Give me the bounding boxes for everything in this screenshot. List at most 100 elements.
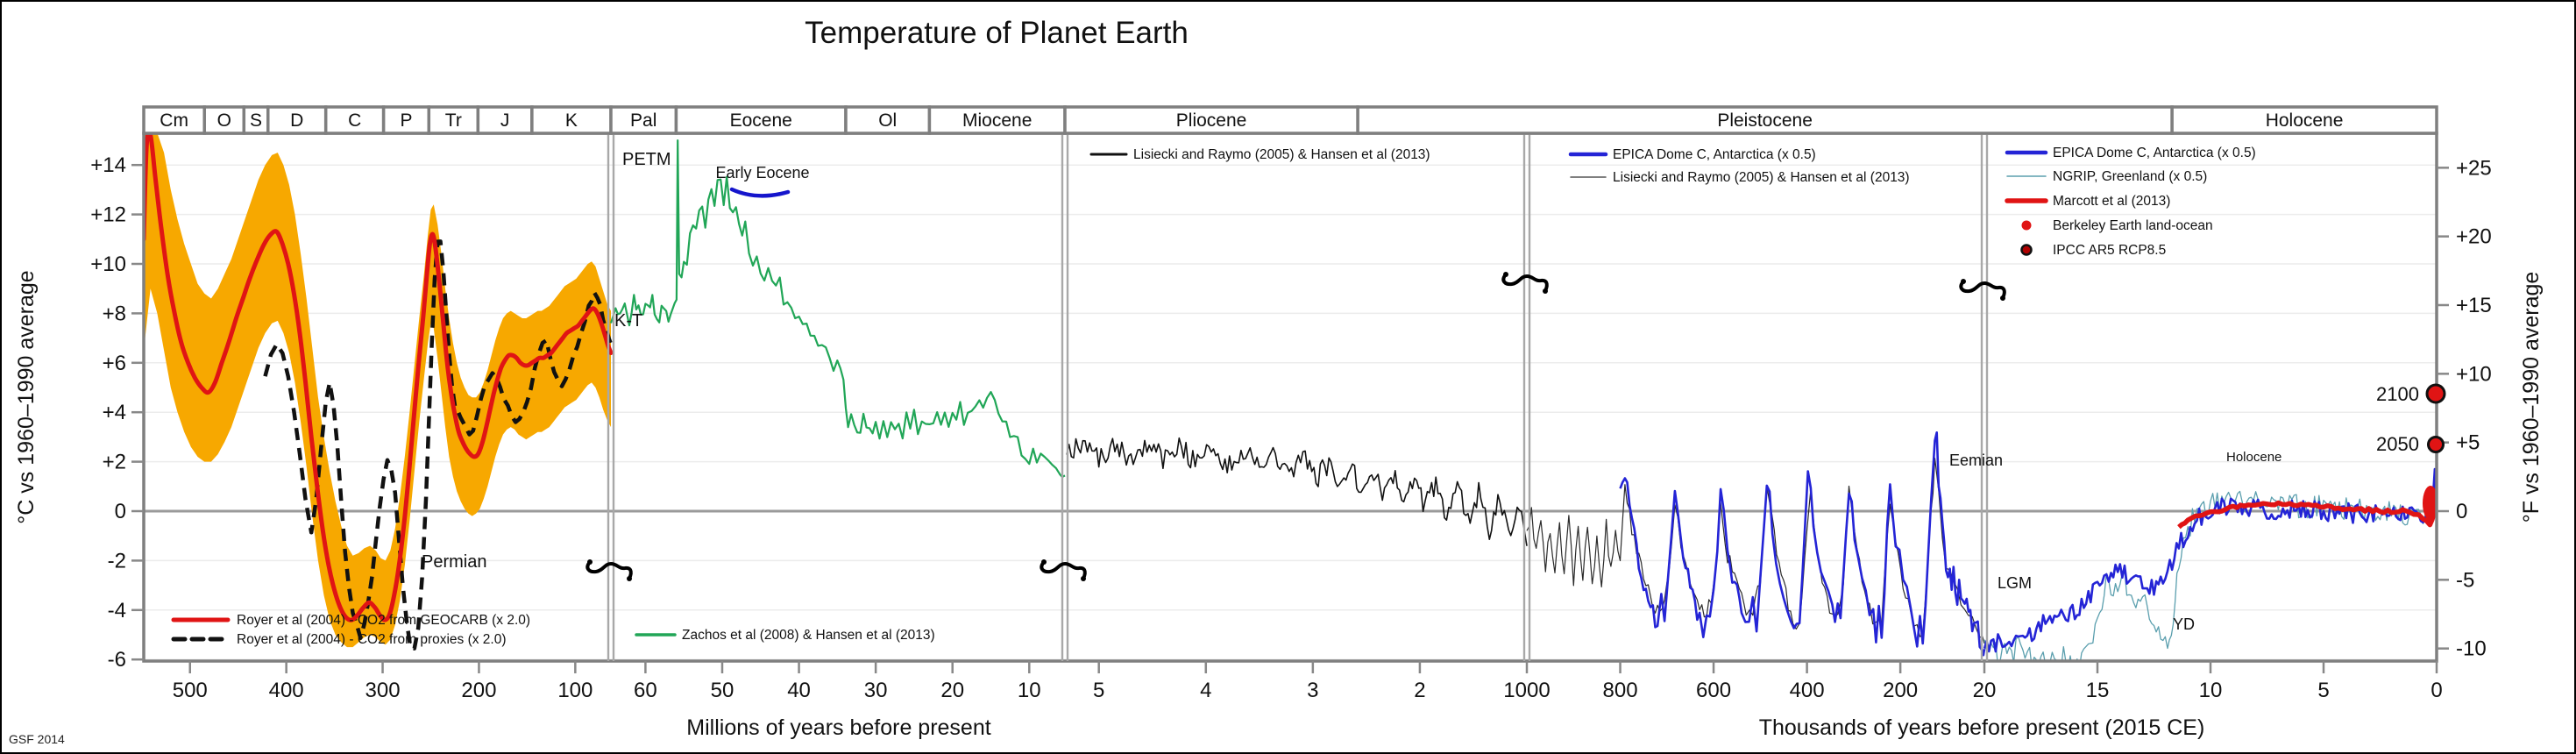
series-line — [2177, 500, 2437, 530]
annotation-2100: 2100 — [2376, 383, 2419, 405]
x-tick-label: 400 — [269, 679, 304, 702]
scale-break-dot — [587, 559, 593, 565]
series-line — [263, 239, 614, 651]
legend-label: Marcott et al (2013) — [2053, 194, 2170, 209]
geo-period-label: P — [400, 110, 412, 131]
annotations: PETM Early Eocene K-T Permian Eemian LGM YD Hol… — [422, 150, 2446, 633]
x-tick-label: 60 — [634, 679, 657, 702]
legend-label: NGRIP, Greenland (x 0.5) — [2053, 169, 2207, 184]
y-tick-label-right: -5 — [2456, 568, 2474, 592]
geo-period-label: D — [290, 110, 303, 131]
geo-period-label: Holocene — [2266, 110, 2344, 131]
x-tick-label: 10 — [1018, 679, 1041, 702]
annotation-lgm: LGM — [1998, 574, 2032, 592]
y-tick-label-left: +12 — [90, 203, 126, 227]
y-axis-left-title: °C vs 1960–1990 average — [14, 270, 39, 523]
geo-period-box — [427, 105, 480, 135]
legend-label: IPCC AR5 RCP8.5 — [2053, 243, 2166, 258]
y-tick-label-right: +20 — [2456, 225, 2492, 249]
geo-period-label: J — [500, 110, 510, 131]
legend-label: Royer et al (2004) - CO2 from proxies (x… — [237, 632, 507, 647]
early-eocene-reference-curve — [729, 187, 791, 198]
legend-swatch-dot — [2020, 244, 2033, 256]
y-tick-label-right: 0 — [2456, 500, 2467, 523]
x-tick-label: 400 — [1790, 679, 1825, 702]
berkeley-earth-blob — [2423, 486, 2437, 521]
legends: Royer et al (2004) - CO2 from GEOCARB (x… — [171, 146, 2256, 647]
y-tick-label-left: +2 — [103, 451, 126, 474]
scale-break-mark — [1501, 273, 1549, 293]
geo-period-label: Pal — [630, 110, 656, 131]
x-tick-label: 5 — [2317, 679, 2329, 702]
annotation-eemian: Eemian — [1949, 452, 2003, 469]
scale-break-mark — [585, 560, 633, 580]
x-axis-title-thousands: Thousands of years before present (2015 … — [1759, 715, 2205, 740]
x-tick-label: 30 — [864, 679, 888, 702]
geo-period-box — [266, 105, 328, 135]
y-tick-label-left: +6 — [103, 352, 126, 375]
geo-period-label: Tr — [445, 110, 462, 131]
x-tick-label: 800 — [1603, 679, 1638, 702]
y-tick-label-right: -10 — [2456, 637, 2487, 661]
annotation-early-eocene: Early Eocene — [715, 164, 809, 181]
legend-swatch-dot — [2021, 220, 2032, 231]
x-tick-label: 300 — [365, 679, 401, 702]
geo-period-label: Cm — [160, 110, 188, 131]
geo-period-box — [142, 105, 206, 135]
scale-break-dot — [1041, 559, 1047, 565]
x-tick-label: 5 — [1093, 679, 1104, 702]
scale-break-mark — [1040, 560, 1087, 580]
legend-label: Zachos et al (2008) & Hansen et al (2013… — [682, 628, 935, 643]
x-tick-label: 600 — [1696, 679, 1731, 702]
geologic-period-header: Cm O S D C P Tr J K Pal Eocene Ol Miocene Pliocene Ple… — [142, 105, 2438, 135]
geo-period-label: Ol — [878, 110, 897, 131]
series-line — [1983, 467, 2437, 653]
geo-period-label: Miocene — [962, 110, 1032, 131]
annotation-permian: Permian — [422, 552, 486, 572]
geo-period-box — [381, 105, 431, 135]
geo-period-box — [323, 105, 386, 135]
x-tick-label: 100 — [557, 679, 593, 702]
y-tick-label-left: +10 — [90, 253, 126, 276]
y-tick-label-left: -4 — [108, 599, 126, 622]
y-tick-label-right: +15 — [2456, 294, 2492, 317]
y-tick-label-left: -2 — [108, 549, 126, 573]
y-tick-label-left: +8 — [103, 302, 126, 325]
y-tick-label-right: +5 — [2456, 431, 2480, 455]
scale-break-dot — [1503, 272, 1508, 277]
y-tick-label-left: 0 — [115, 500, 126, 523]
legend-label: EPICA Dome C, Antarctica (x 0.5) — [1613, 147, 1816, 162]
axis-ticks: +14+12+10+8+6+4+20-2-4-6+25+20+15+10+50-… — [90, 153, 2491, 702]
credit-text: GSF 2014 — [9, 732, 65, 746]
geo-period-label: C — [348, 110, 361, 131]
page-title: Temperature of Planet Earth — [805, 16, 1189, 50]
geo-period-box — [844, 105, 932, 135]
geo-period-box — [476, 105, 534, 135]
geo-period-label: Pliocene — [1176, 110, 1247, 131]
x-tick-label: 200 — [461, 679, 496, 702]
y-tick-label-right: +10 — [2456, 362, 2492, 386]
legend-label: Royer et al (2004) - CO2 from GEOCARB (x… — [237, 613, 530, 628]
series-line — [609, 139, 1066, 479]
x-tick-label: 50 — [711, 679, 734, 702]
x-tick-label: 500 — [173, 679, 208, 702]
scale-break-mark — [1959, 280, 2006, 300]
geo-period-box — [242, 105, 270, 135]
x-tick-label: 2 — [1414, 679, 1425, 702]
geo-period-label: Eocene — [730, 110, 792, 131]
series-line — [1066, 437, 1528, 546]
geo-period-label: Pleistocene — [1717, 110, 1813, 131]
series-line — [144, 133, 614, 622]
legend-label: EPICA Dome C, Antarctica (x 0.5) — [2053, 146, 2256, 160]
scale-break-dot — [2000, 295, 2005, 301]
x-tick-label: 4 — [1200, 679, 1211, 702]
geo-period-box — [2170, 105, 2438, 135]
x-axis-title-millions: Millions of years before present — [686, 715, 990, 740]
x-tick-label: 0 — [2431, 679, 2442, 702]
legend-label: Lisiecki and Raymo (2005) & Hansen et al… — [1613, 170, 1910, 185]
annotation-yd: YD — [2173, 615, 2195, 633]
geo-period-label: S — [250, 110, 262, 131]
legend-label: Lisiecki and Raymo (2005) & Hansen et al… — [1133, 147, 1430, 162]
